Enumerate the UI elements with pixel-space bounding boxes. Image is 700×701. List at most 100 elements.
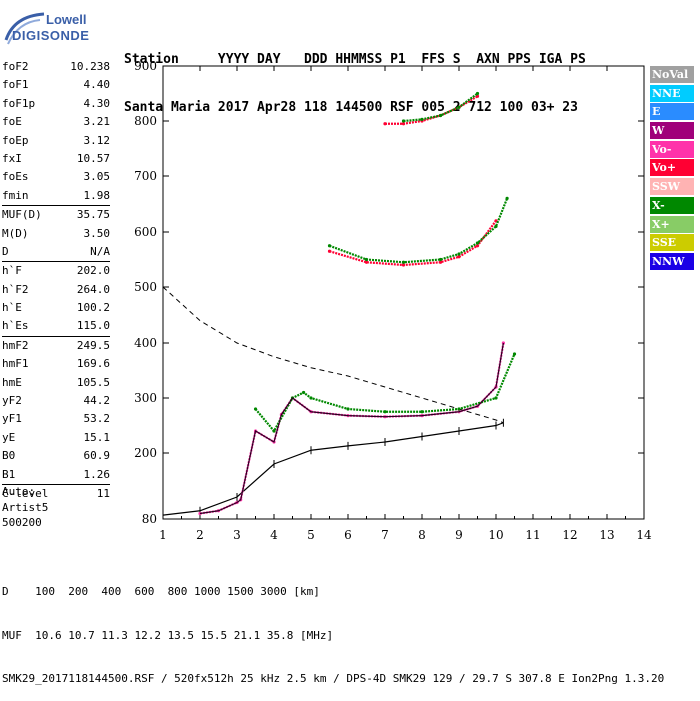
param-label: foF1p [2,96,36,110]
param-value: 10.238 [70,60,110,73]
param-row: h`F 202.0 [2,262,110,280]
param-value: 3.05 [83,170,111,184]
x-tick-label: 13 [599,528,614,542]
trace-point [457,407,461,411]
param-row: h`E 100.2 [2,299,110,317]
logo-text-lowell: Lowell [46,12,87,27]
param-value: 4.30 [83,96,111,110]
digisonde-logo: Lowell DIGISONDE [4,6,120,46]
param-row: foF1p 4.30 [2,95,110,113]
param-label: yF1 [2,412,22,426]
param-value: 115.0 [76,319,110,333]
param-separator [2,335,110,337]
x-tick-label: 5 [307,528,315,542]
param-value: 10.57 [76,151,110,165]
param-value: 100.2 [76,301,110,315]
trace-point [512,352,517,356]
legend-item: NoVal [650,66,694,83]
header-line2: Santa Maria 2017 Apr28 118 144500 RSF 00… [124,100,578,115]
x-tick-label: 10 [488,528,503,542]
y-tick-label: 80 [142,512,157,526]
ionogram-chart: 1 2 3 4 5 6 7 8 9 10 11 12 13 14802003004005006007008… [134,59,652,542]
param-row: D N/A [2,243,110,261]
param-label: C-level [2,486,49,500]
trace-point [457,252,461,256]
param-row: yF2 44.2 [2,392,110,410]
logo-swoosh-icon [4,12,45,45]
param-value: 11 [96,486,110,500]
param-separator [2,261,110,263]
x-tick-label: 2 [196,528,204,542]
param-value: 202.0 [76,264,110,278]
legend-item: SSE [650,234,694,252]
param-value: 169.6 [76,357,110,371]
param-label: hmF2 [2,338,29,352]
trace-point [327,249,332,253]
auto-code: 500200 [2,516,42,529]
param-value: 1.98 [83,188,111,202]
station-header: Station YYYY DAY DDD HHMMSS P1 FFS S AXN… [124,20,586,132]
footer-muf: MUF 10.6 10.7 11.3 12.2 13.5 15.5 21.1 3… [2,628,334,642]
trace-point [475,91,480,96]
trace-trace_green_560 [329,197,509,264]
parameter-list: foF2 10.238 foF1 4.40 foF1p 4.30 foE 3.21 foEp 3.… [2,58,110,503]
trace-X- [254,353,516,433]
param-row: MUF(D) 35.75 [2,206,110,224]
param-label: B1 [2,467,16,481]
param-separator [2,205,110,207]
param-value: 3.50 [83,226,111,240]
x-tick-label: 1 [159,528,167,542]
param-separator [2,483,110,485]
trace-point [253,407,258,411]
x-tick-label: 3 [233,528,241,542]
y-tick-label: 800 [134,114,157,128]
trace-point [475,244,480,248]
trace-point [505,196,509,200]
param-label: fmin [2,188,29,202]
x-tick-label: 4 [270,528,278,542]
param-row: C-level 11 [2,485,110,503]
legend-item: E [650,103,694,121]
footer-file-info: SMK29_2017118144500.RSF / 520fx512h 25 k… [2,672,665,685]
x-tick-label: 8 [418,528,426,542]
legend-item: W [650,122,694,140]
plot-frame [162,65,645,520]
auto-scaling-info: Auto: Artist5 500200 [2,484,48,531]
trace-point [364,257,369,262]
param-row: M(D) 3.50 [2,225,110,243]
trace-Vo- [199,342,505,515]
y-tick-label: 700 [134,169,157,183]
trace-point [457,255,461,259]
param-row: hmF1 169.6 [2,355,110,373]
trace-point [494,224,498,228]
fitted-trace [199,342,504,515]
legend-item: NNW [650,252,694,270]
footer-distance: D 100 200 400 600 800 1000 1500 3000 [km… [2,585,320,598]
y-tick-label: 600 [134,225,157,239]
muf-curve [162,286,504,424]
param-label: h`E [2,301,22,315]
param-value: 4.40 [83,78,111,92]
param-label: yF2 [2,394,22,408]
trace-trace_pink_560 [329,220,497,267]
logo-text-digisonde: DIGISONDE [12,28,90,43]
trace-point [457,105,461,109]
trace-point [401,122,406,126]
param-value: 264.0 [76,282,110,296]
trace-point [401,263,406,267]
y-tick-label: 900 [134,59,157,73]
param-label: h`F [2,264,22,278]
param-label: D [2,244,9,258]
param-row: B1 1.26 [2,466,110,484]
legend-item: Vo+ [650,159,694,177]
trace-point [327,244,332,248]
param-label: h`F2 [2,282,29,296]
param-label: hmE [2,375,22,389]
param-row: foEp 3.12 [2,132,110,150]
param-label: foE [2,115,22,129]
trace-point [346,407,350,411]
legend-item: X+ [650,215,694,233]
trace-point [401,119,406,123]
y-tick-label: 300 [134,391,157,405]
trace-point [364,260,369,264]
